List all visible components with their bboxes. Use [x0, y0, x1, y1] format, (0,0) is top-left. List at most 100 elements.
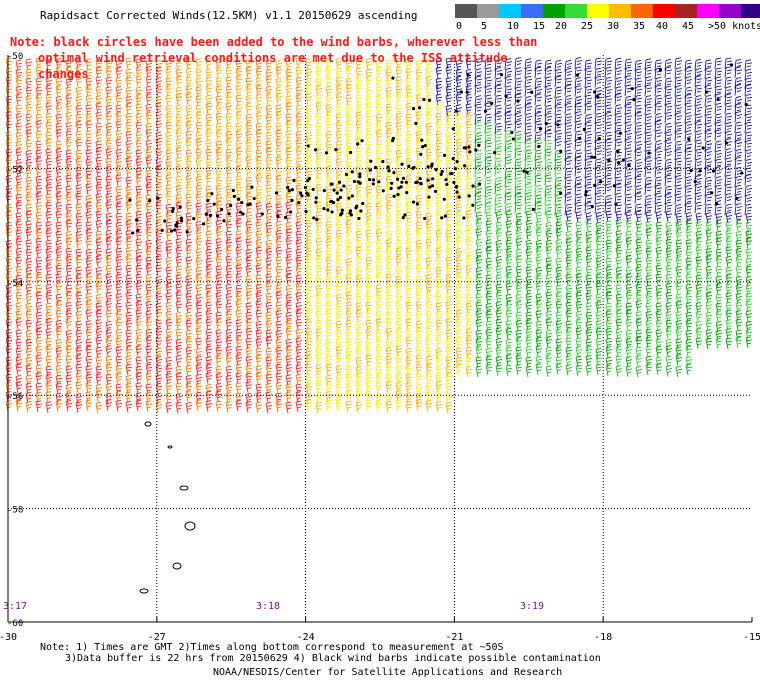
- legend-label: 35: [633, 21, 646, 32]
- wind-barb: [425, 184, 433, 196]
- wind-barb: [265, 282, 273, 294]
- wind-barb: [255, 221, 263, 233]
- wind-barb: [684, 176, 693, 188]
- wind-barb: [65, 284, 73, 297]
- wind-barb: [55, 77, 63, 90]
- wind-barb: [5, 356, 13, 368]
- wind-barb: [235, 309, 243, 322]
- wind-barb: [585, 328, 593, 341]
- lon-tick-label: -21: [445, 632, 463, 643]
- wind-barb: [714, 184, 723, 197]
- wind-barb: [85, 183, 93, 195]
- wind-barb: [514, 192, 523, 205]
- wind-barb: [305, 211, 313, 224]
- wind-barb: [105, 237, 113, 249]
- wind-barb: [295, 302, 303, 314]
- wind-barb: [525, 345, 533, 358]
- wind-barb: [605, 220, 613, 232]
- wind-barb: [554, 203, 563, 216]
- wind-barb: [484, 202, 493, 214]
- wind-barb: [715, 329, 723, 342]
- wind-barb: [425, 122, 433, 135]
- wind-barb: [395, 219, 403, 231]
- wind-barb: [55, 140, 63, 152]
- wind-barb: [514, 104, 523, 116]
- wind-barb: [634, 175, 643, 187]
- wind-barb: [585, 274, 593, 287]
- contamination-dot: [322, 189, 326, 193]
- wind-barb: [425, 382, 433, 394]
- wind-barb: [355, 210, 363, 223]
- contamination-dot: [433, 189, 438, 193]
- wind-barb: [215, 140, 223, 153]
- wind-barb: [245, 372, 253, 385]
- contamination-dot: [442, 153, 447, 157]
- time-label-1: 3:17: [3, 601, 28, 612]
- wind-barb: [674, 148, 683, 161]
- wind-barb: [415, 75, 423, 87]
- wind-barb: [735, 265, 743, 278]
- wind-barb: [125, 157, 133, 169]
- wind-barb: [594, 86, 603, 99]
- wind-barb: [405, 239, 413, 251]
- wind-barb: [654, 113, 663, 125]
- wind-barb: [684, 112, 693, 124]
- wind-barb: [375, 95, 383, 107]
- wind-barb: [694, 113, 703, 125]
- wind-barb: [475, 266, 483, 279]
- wind-barb: [385, 230, 393, 243]
- wind-barb: [624, 84, 633, 97]
- wind-barb: [475, 337, 483, 350]
- wind-barb: [494, 112, 503, 124]
- wind-barb: [544, 66, 553, 79]
- wind-barb: [325, 210, 333, 223]
- wind-barb: [175, 238, 183, 250]
- wind-barb: [125, 383, 133, 395]
- wind-barb: [165, 105, 173, 117]
- wind-barb: [674, 67, 683, 79]
- wind-barb: [655, 264, 663, 277]
- contamination-dot: [477, 182, 481, 186]
- wind-barb: [655, 319, 663, 332]
- wind-barb: [504, 120, 513, 133]
- wind-barb: [544, 203, 553, 216]
- contamination-dot: [390, 139, 395, 143]
- wind-barb: [445, 301, 453, 313]
- contamination-dot: [292, 178, 296, 182]
- wind-barb: [275, 194, 283, 207]
- wind-barb: [644, 84, 653, 96]
- wind-barb: [435, 93, 443, 106]
- wind-barb: [45, 381, 53, 394]
- wind-barb: [175, 129, 183, 141]
- contamination-dot: [537, 144, 541, 149]
- wind-barb: [645, 311, 653, 323]
- wind-barb: [195, 319, 203, 331]
- wind-barb: [145, 122, 153, 135]
- contamination-dot: [283, 215, 288, 220]
- wind-barb: [705, 229, 713, 241]
- wind-barb: [165, 382, 173, 394]
- wind-barb: [25, 292, 33, 305]
- wind-barb: [145, 363, 153, 376]
- wind-barb: [594, 75, 603, 88]
- wind-barb: [205, 84, 213, 97]
- wind-barb: [225, 85, 233, 98]
- contamination-dot: [434, 168, 438, 172]
- wind-barb: [425, 283, 433, 296]
- contamination-dot: [307, 176, 311, 181]
- wind-barb: [554, 120, 563, 133]
- wind-barb: [375, 175, 383, 187]
- wind-barb: [95, 230, 103, 243]
- wind-barb: [65, 130, 73, 143]
- wind-barb: [25, 401, 33, 413]
- wind-barb: [575, 266, 583, 278]
- wind-barb: [325, 238, 333, 250]
- wind-barb: [335, 256, 343, 268]
- wind-barb: [85, 399, 93, 411]
- wind-barb: [315, 102, 323, 114]
- wind-barb: [15, 166, 23, 179]
- wind-barb: [335, 77, 343, 89]
- wind-barb: [644, 66, 653, 79]
- wind-barb: [415, 201, 423, 213]
- wind-barb: [455, 112, 463, 124]
